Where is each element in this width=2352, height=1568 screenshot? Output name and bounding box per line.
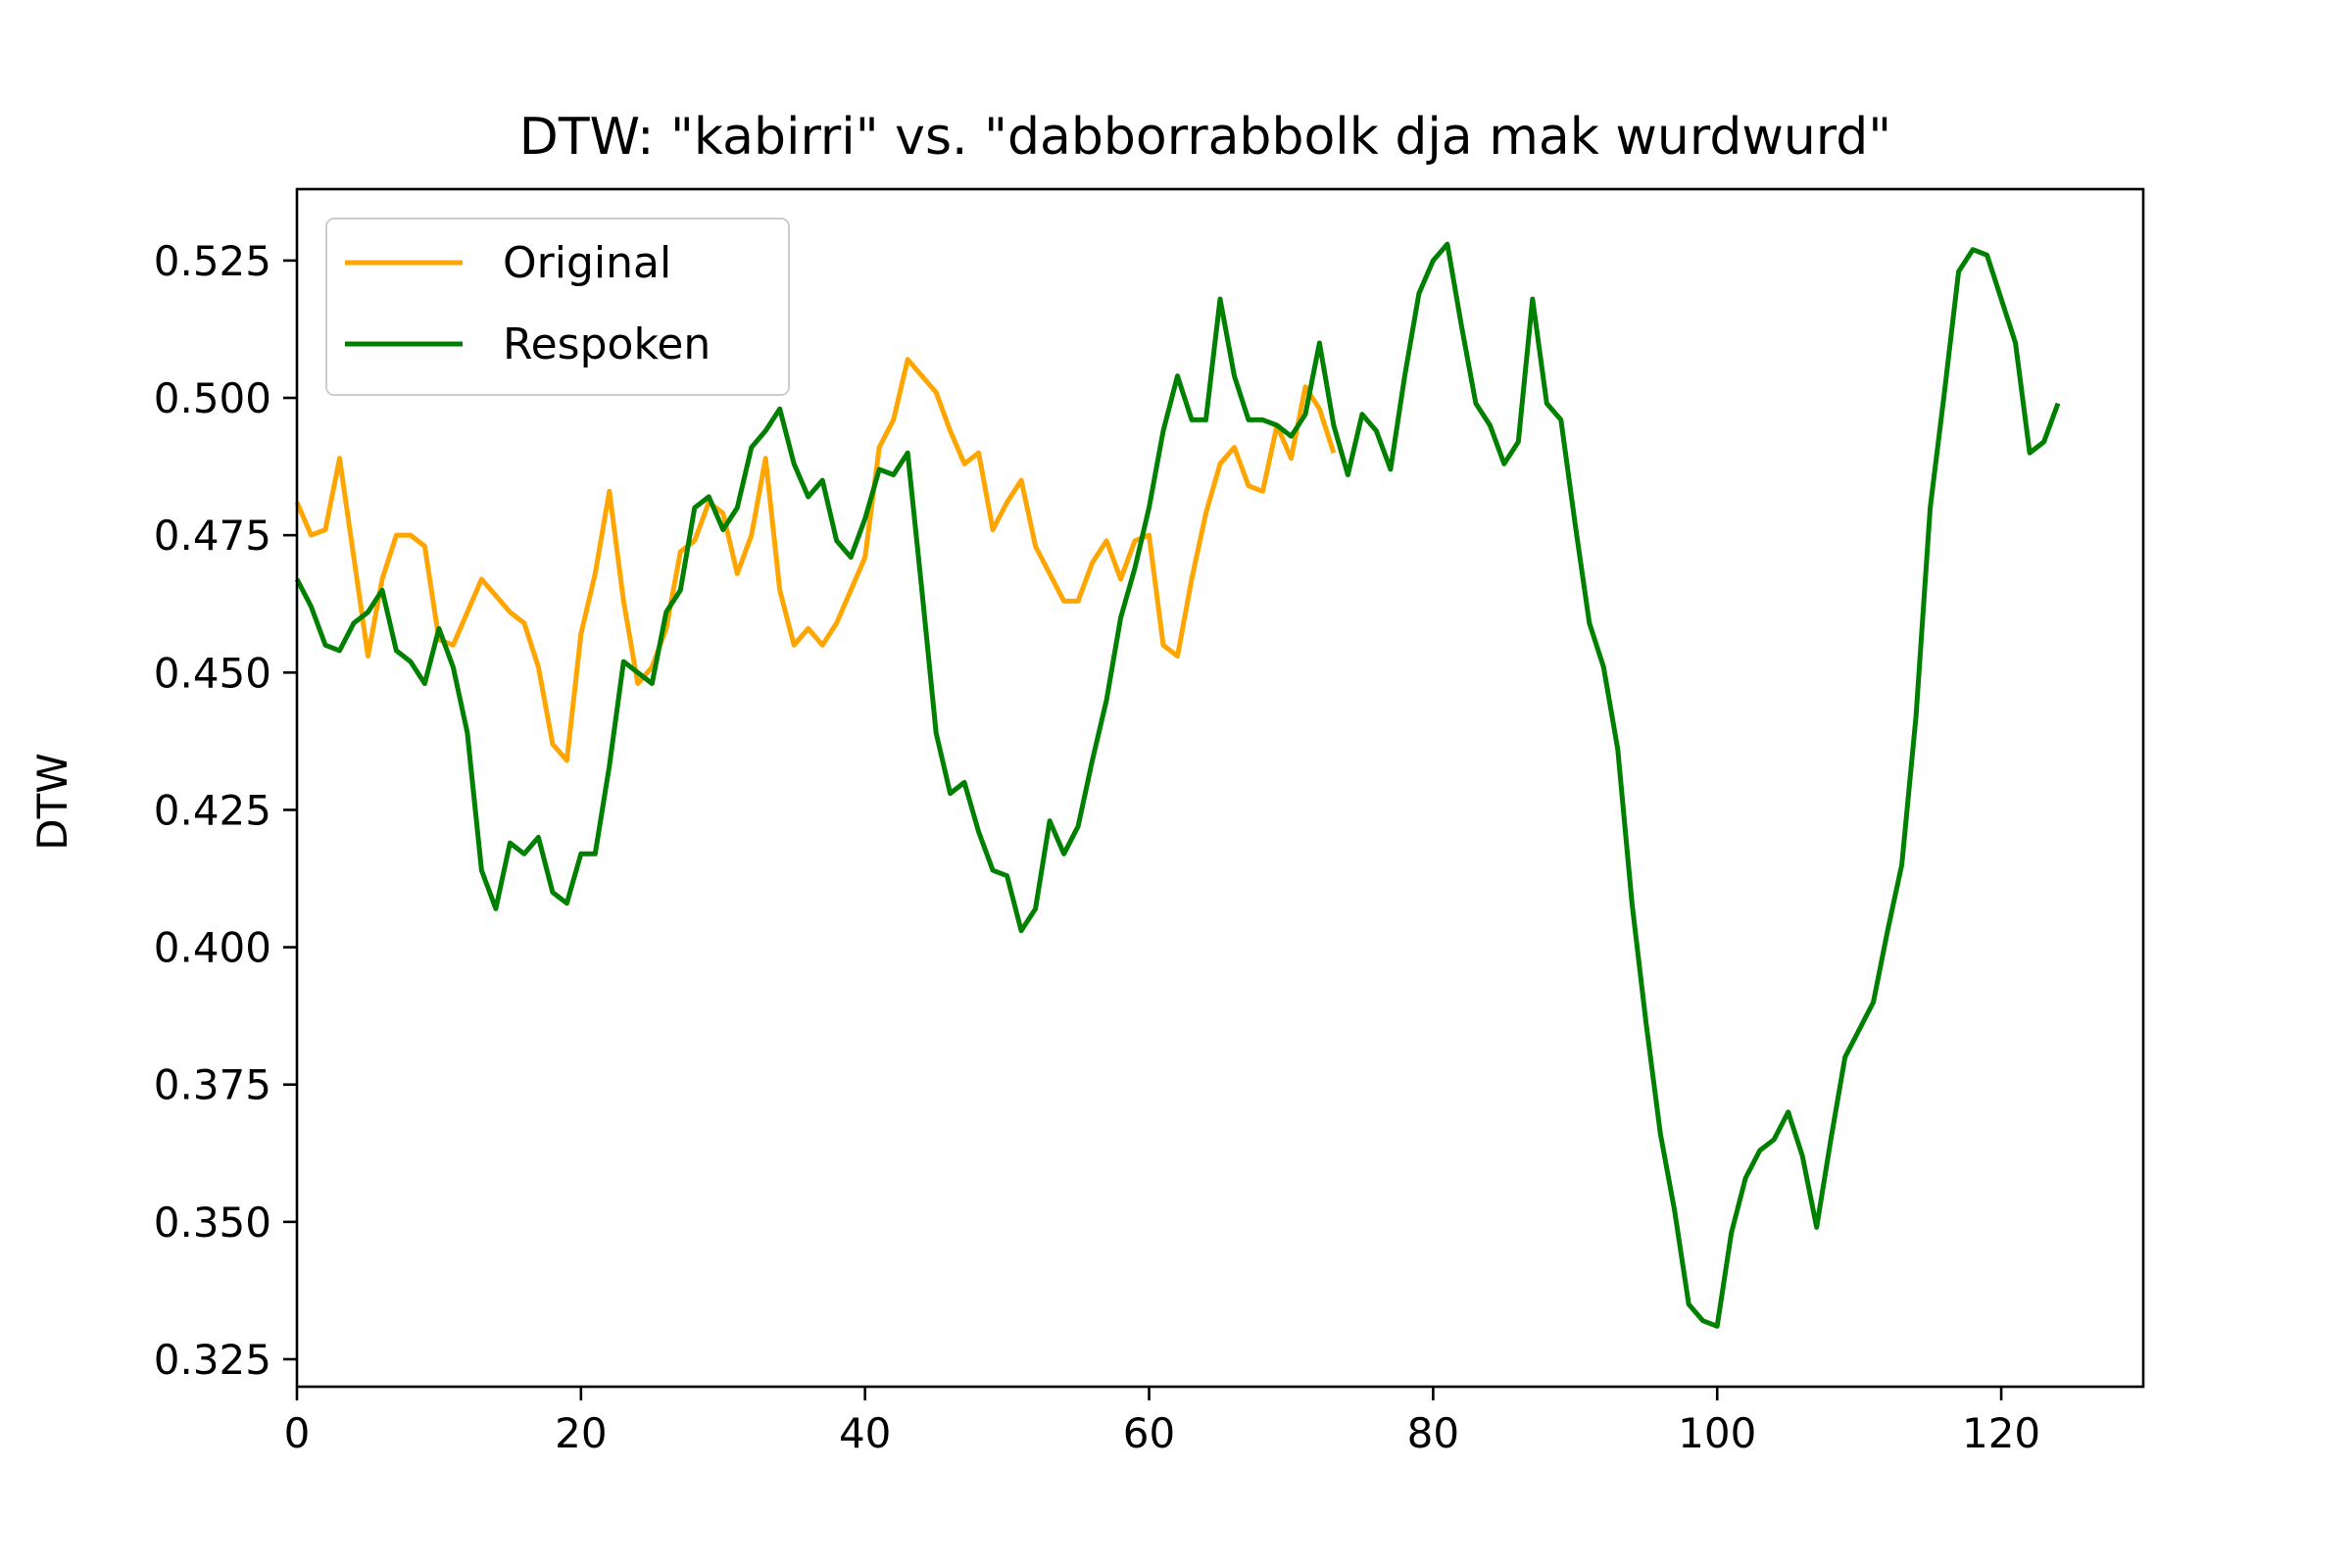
y-tick-label: 0.375 [154,1061,271,1109]
y-tick-label: 0.325 [154,1336,271,1384]
series-line-respoken [294,241,2061,1329]
y-tick-label: 0.525 [154,237,271,285]
x-axis: 0 20 40 60 80 100 120 [284,1387,2040,1457]
y-tick-label: 0.450 [154,649,271,697]
y-axis: 0.325 0.350 0.375 0.400 0.425 0.450 0.475 0.500… [154,237,297,1384]
y-tick-label: 0.475 [154,512,271,560]
legend-label-original: Original [503,238,671,288]
y-tick-label: 0.350 [154,1199,271,1247]
series-layer [294,241,2061,1329]
x-tick-label: 60 [1123,1409,1175,1457]
series-line-original [294,357,1337,763]
x-tick-label: 80 [1407,1409,1459,1457]
y-axis-label: DTW [28,753,76,851]
legend-label-respoken: Respoken [503,319,710,369]
chart-title: DTW: "kabirri" vs. "dabborrabbolk dja ma… [519,108,1891,167]
y-tick-label: 0.425 [154,786,271,834]
plot-frame [295,187,2145,1389]
x-tick-label: 20 [555,1409,607,1457]
x-tick-label: 100 [1678,1409,1756,1457]
x-tick-label: 40 [839,1409,891,1457]
y-tick-label: 0.400 [154,924,271,972]
y-tick-label: 0.500 [154,374,271,422]
legend: Original Respoken [325,218,790,396]
x-tick-label: 120 [1962,1409,2040,1457]
x-tick-label: 0 [284,1409,311,1457]
